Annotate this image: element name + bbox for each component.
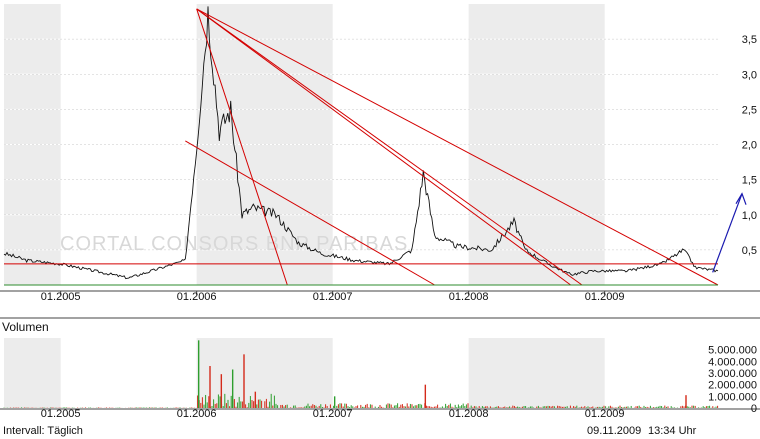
y-tick-label: 2,5 [742,104,757,116]
y-tick-label: 5.000.000 [708,345,757,357]
watermark: CORTAL CONSORS BNP PARIBAS [60,233,408,255]
volume-title: Volumen [2,320,49,334]
trendline [196,8,288,286]
x-tick-label: 01.2009 [585,408,625,420]
y-tick-label: 2,0 [742,140,757,152]
x-tick-label: 01.2008 [449,291,489,303]
y-tick-label: 3.000.000 [708,368,757,380]
year-band [468,338,605,408]
y-tick-label: 1,5 [742,175,757,187]
year-band [4,338,61,408]
x-tick-label: 01.2005 [41,291,81,303]
x-tick-label: 01.2009 [585,291,625,303]
y-tick-label: 1,0 [742,210,757,222]
time-label: 13:34 Uhr [648,425,697,437]
y-tick-label: 4.000.000 [708,356,757,368]
trendline [196,8,719,286]
interval-label: Intervall: Täglich [3,425,83,437]
y-tick-label: 0 [751,403,757,415]
year-band [196,338,333,408]
x-tick-label: 01.2007 [313,408,353,420]
forecast-arrow [712,193,743,273]
trendline [196,8,583,286]
forecast-arrowhead [735,192,747,205]
y-tick-label: 2.000.000 [708,380,757,392]
y-tick-label: 0,5 [742,245,757,257]
y-tick-label: 1.000.000 [708,391,757,403]
trendline [196,8,571,286]
x-tick-label: 01.2006 [177,408,217,420]
x-tick-label: 01.2007 [313,291,353,303]
x-tick-label: 01.2005 [41,408,81,420]
y-tick-label: 3,0 [742,69,757,81]
x-tick-label: 01.2008 [449,408,489,420]
trendline [185,140,435,286]
y-tick-label: 3,5 [742,34,757,46]
x-tick-label: 01.2006 [177,291,217,303]
price-series-line [3,6,719,280]
date-label: 09.11.2009 [587,425,642,437]
